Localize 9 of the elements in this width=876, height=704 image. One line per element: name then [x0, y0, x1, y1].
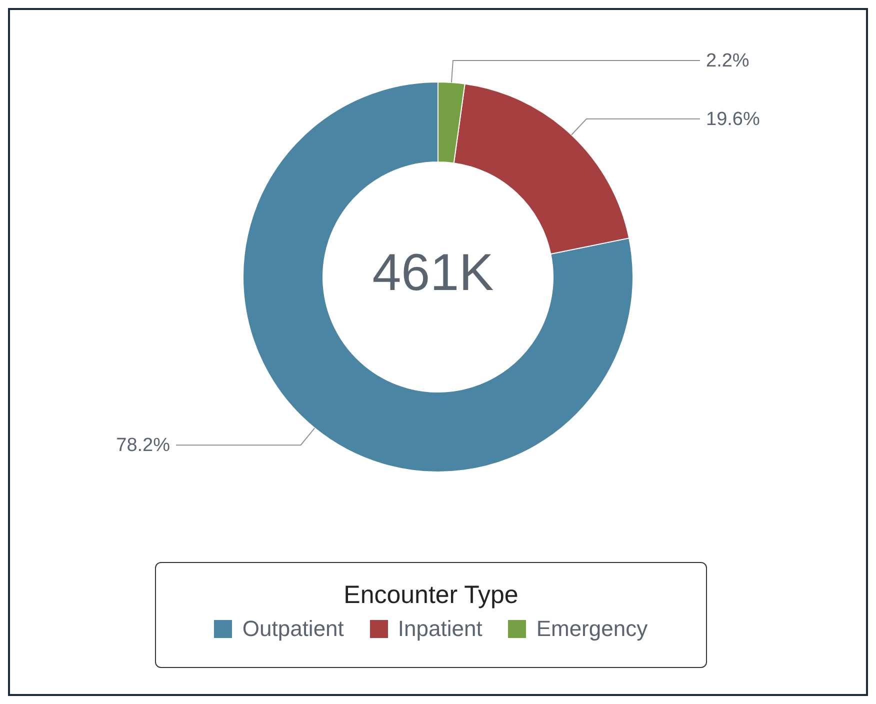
legend-label: Emergency	[536, 616, 648, 642]
data-label: 78.2%	[116, 435, 170, 456]
legend-title: Encounter Type	[342, 581, 520, 610]
data-label: 2.2%	[706, 50, 750, 72]
data-label: 19.6%	[706, 108, 760, 130]
text: 461K	[372, 244, 494, 302]
legend-label: Outpatient	[242, 616, 344, 642]
donut-slice	[242, 82, 634, 472]
legend-label: Inpatient	[398, 616, 482, 642]
